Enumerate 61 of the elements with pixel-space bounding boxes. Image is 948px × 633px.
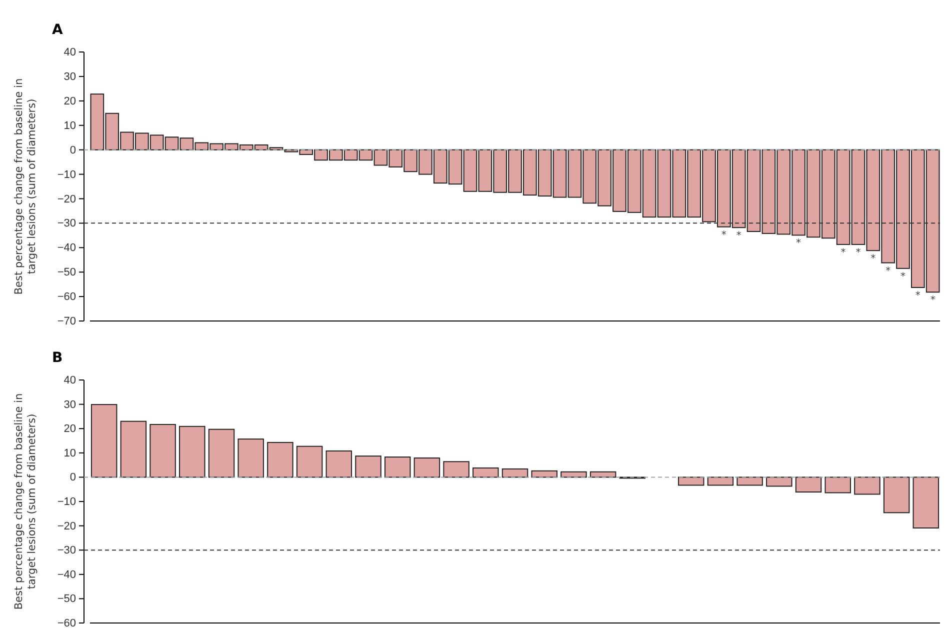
y-tick-label: −50 (57, 266, 76, 279)
bar (824, 476, 851, 494)
bar (912, 476, 940, 528)
y-tick-label: −20 (57, 193, 76, 206)
y-tick-label: −70 (57, 316, 76, 328)
y-tick-label: −60 (57, 291, 76, 304)
y-tick-label: 20 (64, 423, 76, 436)
y-tick-label: 40 (64, 46, 76, 59)
bar (120, 420, 147, 478)
bar (707, 476, 734, 486)
y-tick-label: 0 (70, 144, 76, 156)
bar (238, 438, 264, 478)
data-label: * (721, 230, 726, 241)
y-tick-label: 10 (64, 447, 76, 460)
bar (384, 456, 411, 478)
bar (90, 404, 118, 478)
y-tick-label: −10 (57, 496, 76, 508)
bar (795, 476, 822, 493)
data-label: * (886, 266, 891, 277)
data-label: * (930, 295, 936, 306)
y-tick-label: 0 (70, 472, 76, 484)
y-tick-label: 20 (64, 95, 76, 108)
bar (854, 476, 880, 495)
bar (883, 476, 910, 514)
data-label: * (840, 247, 846, 258)
y-tick-label: −30 (57, 218, 76, 230)
bar (472, 467, 499, 478)
y-tick-label: −50 (57, 593, 76, 606)
bar (208, 428, 235, 478)
y-tick-label: 40 (64, 374, 76, 387)
data-label: * (796, 238, 802, 250)
bar (443, 461, 470, 478)
bar (766, 476, 792, 487)
y-axis-title: Best percentage change from baseline in target lesions (sum of diameters) (13, 393, 38, 610)
bar (179, 426, 206, 478)
bar (414, 458, 440, 478)
bar (150, 424, 176, 478)
y-axis-title: Best percentage change from baseline in target lesions (sum of diameters) (13, 78, 38, 295)
y-tick-label: −10 (57, 168, 76, 181)
data-label: * (870, 254, 876, 265)
bar (326, 450, 352, 478)
y-tick-label: −40 (57, 242, 76, 254)
chart-title: A (52, 22, 63, 38)
data-label: * (736, 230, 742, 242)
data-label: * (915, 290, 920, 302)
bar (736, 476, 763, 486)
data-label: * (856, 247, 861, 258)
y-tick-label: −30 (57, 544, 76, 557)
data-label: * (900, 271, 906, 282)
bar (267, 442, 294, 478)
bar (502, 468, 528, 478)
bar (296, 446, 323, 478)
y-tick-label: −20 (57, 520, 76, 532)
chart-title: B (52, 350, 63, 366)
y-tick-label: 10 (64, 120, 76, 132)
y-tick-label: 30 (64, 398, 76, 411)
y-tick-label: −60 (57, 618, 76, 630)
bar (678, 476, 704, 486)
y-tick-label: 30 (64, 70, 76, 83)
y-tick-label: −40 (57, 568, 76, 581)
bar (355, 456, 382, 478)
